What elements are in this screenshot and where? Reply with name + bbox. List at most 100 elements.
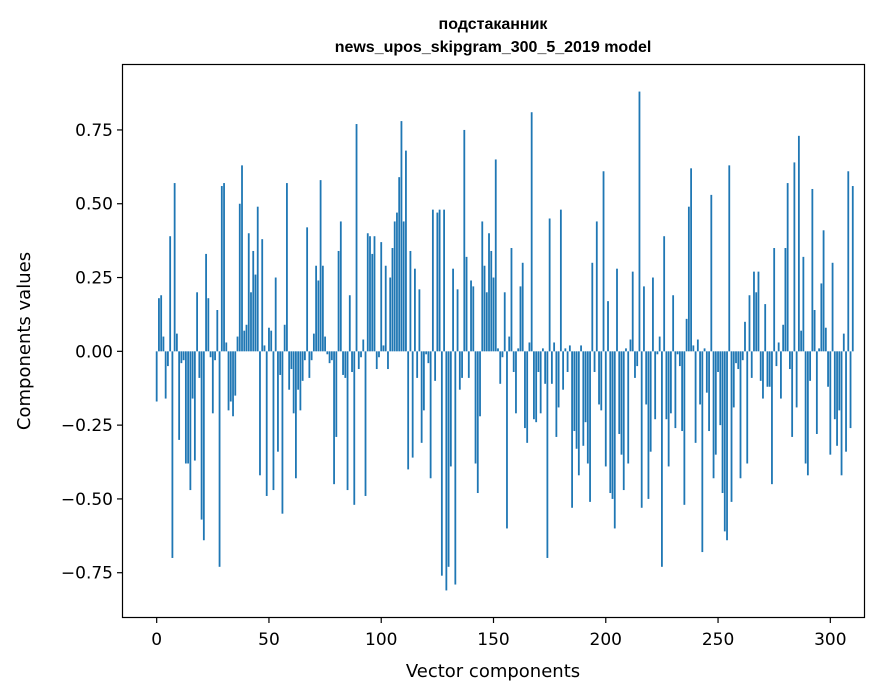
bar-47 <box>261 239 264 352</box>
bar-292 <box>811 188 814 352</box>
bar-242 <box>699 351 701 405</box>
bar-33 <box>229 351 232 402</box>
bar-192 <box>586 351 589 464</box>
bar-212 <box>631 271 634 352</box>
bar-120 <box>425 351 428 355</box>
bar-123 <box>431 209 434 352</box>
bar-105 <box>391 248 394 352</box>
bar-52 <box>272 351 275 491</box>
bar-168 <box>533 351 535 420</box>
bar-204 <box>613 351 616 529</box>
bar-80 <box>335 351 338 437</box>
bar-83 <box>342 351 344 375</box>
x-tick-label: 200 <box>590 630 622 650</box>
bar-248 <box>712 351 715 479</box>
bar-290 <box>806 351 809 476</box>
bar-111 <box>405 150 407 352</box>
bar-17 <box>193 351 196 461</box>
bar-115 <box>414 268 416 352</box>
bar-63 <box>297 351 300 390</box>
bar-121 <box>427 351 430 364</box>
bar-205 <box>616 268 618 352</box>
bar-174 <box>546 351 549 558</box>
bar-155 <box>503 292 506 352</box>
bar-134 <box>456 289 459 352</box>
bar-65 <box>301 351 304 381</box>
bar-29 <box>220 186 223 352</box>
bar-145 <box>481 221 484 352</box>
bar-181 <box>562 351 565 390</box>
bar-109 <box>400 121 403 352</box>
bar-158 <box>510 248 513 352</box>
bar-306 <box>842 333 845 352</box>
bar-273 <box>768 351 771 387</box>
bar-116 <box>416 351 419 378</box>
bar-208 <box>622 351 625 491</box>
bar-151 <box>494 159 497 352</box>
bar-152 <box>497 348 499 352</box>
bar-172 <box>542 348 544 352</box>
bar-132 <box>452 268 454 352</box>
y-axis-label: Components values <box>14 252 35 430</box>
bar-197 <box>598 351 600 405</box>
bar-128 <box>443 209 445 352</box>
bar-304 <box>838 351 841 411</box>
bar-39 <box>243 330 246 352</box>
bar-300 <box>829 351 832 455</box>
bar-122 <box>429 351 432 479</box>
bar-27 <box>216 310 219 352</box>
bar-285 <box>795 351 798 408</box>
bar-301 <box>831 262 834 352</box>
bar-199 <box>602 171 605 352</box>
y-axis-ticks: −0.75 −0.50 −0.25 0.00 0.25 0.50 0.75 <box>61 121 123 584</box>
bar-98 <box>375 351 378 370</box>
bar-191 <box>584 351 587 423</box>
bar-66 <box>303 351 306 361</box>
bar-219 <box>647 351 650 499</box>
bar-213 <box>634 351 636 378</box>
y-tick-label: −0.75 <box>61 564 113 584</box>
bar-176 <box>550 351 553 384</box>
bar-302 <box>833 351 836 420</box>
x-tick-label: 0 <box>151 630 162 650</box>
bar-76 <box>326 351 329 355</box>
bar-216 <box>640 351 643 508</box>
bar-61 <box>292 351 295 414</box>
bar-222 <box>654 351 657 420</box>
bar-103 <box>387 351 389 370</box>
bar-169 <box>535 351 538 423</box>
bar-167 <box>530 112 533 352</box>
bar-194 <box>591 262 594 352</box>
bar-186 <box>573 351 576 432</box>
bar-73 <box>319 180 322 352</box>
bar-308 <box>847 171 850 352</box>
bar-28 <box>218 351 221 567</box>
bar-160 <box>515 351 517 414</box>
x-tick-label: 50 <box>258 630 280 650</box>
bar-203 <box>611 351 614 499</box>
bar-68 <box>308 351 311 378</box>
bar-127 <box>440 351 443 576</box>
bar-74 <box>321 265 324 352</box>
bar-56 <box>281 351 284 514</box>
bar-90 <box>357 351 360 370</box>
bar-138 <box>465 256 468 352</box>
bar-289 <box>804 351 807 464</box>
bar-106 <box>393 221 396 352</box>
bar-38 <box>241 165 243 352</box>
bar-58 <box>286 183 288 352</box>
bar-188 <box>577 351 580 476</box>
bar-267 <box>755 292 758 352</box>
bar-220 <box>649 351 652 452</box>
bar-42 <box>250 292 252 352</box>
bar-183 <box>566 351 569 372</box>
bar-193 <box>589 351 591 502</box>
bar-263 <box>746 351 749 464</box>
bar-110 <box>402 221 405 352</box>
bar-117 <box>418 289 421 352</box>
bar-293 <box>813 310 816 352</box>
bar-125 <box>436 212 439 352</box>
bar-77 <box>328 351 331 364</box>
bar-130 <box>447 351 450 567</box>
bar-180 <box>559 209 562 352</box>
